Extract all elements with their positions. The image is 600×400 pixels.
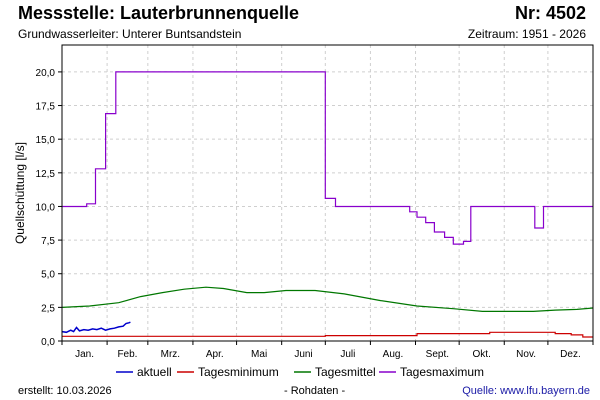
y-tick-label: 12,5	[36, 169, 56, 180]
x-tick-label: Feb.	[117, 349, 137, 360]
source-link[interactable]: Quelle: www.lfu.bayern.de	[462, 385, 590, 397]
x-tick-label: Nov.	[516, 349, 536, 360]
y-tick-label: 7,5	[41, 236, 55, 247]
series-line-max	[62, 71, 593, 245]
y-tick-label: 15,0	[36, 135, 56, 146]
legend-label-max: Tagesmaximum	[400, 365, 484, 379]
y-tick-label: 5,0	[41, 270, 55, 281]
station-number: Nr: 4502	[514, 3, 586, 23]
legend-label-min: Tagesminimum	[198, 365, 279, 379]
legend-label-aktuell: aktuell	[137, 365, 172, 379]
series-line-min	[62, 331, 593, 338]
legend: aktuell Tagesminimum Tagesmittel Tagesma…	[116, 365, 484, 379]
x-tick-label: Juni	[294, 349, 312, 360]
aquifer-label: Grundwasserleiter: Unterer Buntsandstein	[18, 27, 242, 41]
y-tick-label: 2,5	[41, 303, 55, 314]
x-tick-label: Dez.	[560, 349, 581, 360]
x-tick-label: Aug.	[383, 349, 404, 360]
x-tick-label: Okt.	[473, 349, 491, 360]
page-title: Messstelle: Lauterbrunnenquelle	[18, 3, 300, 23]
legend-label-mittel: Tagesmittel	[315, 365, 376, 379]
x-tick-label: Sept.	[426, 349, 449, 360]
series-lines	[61, 71, 594, 338]
series-line-aktuell	[61, 321, 131, 334]
y-tick-label: 17,5	[36, 102, 56, 113]
raw-data-note: - Rohdaten -	[284, 385, 346, 397]
x-tick-label: Jan.	[75, 349, 94, 360]
y-tick-label: 20,0	[36, 68, 56, 79]
axis-ticks: Jan. Feb. Mrz. Apr. Mai Juni Juli Aug. Sept. Okt.…	[36, 68, 594, 360]
series-line-mittel	[61, 286, 594, 312]
period-label: Zeitraum: 1951 - 2026	[467, 27, 586, 41]
x-tick-label: Apr.	[206, 349, 224, 360]
x-tick-label: Juli	[340, 349, 355, 360]
y-axis-label: Quellschüttung [l/s]	[13, 142, 27, 244]
y-tick-label: 0,0	[41, 337, 55, 348]
y-tick-label: 10,0	[36, 202, 56, 213]
created-date: erstellt: 10.03.2026	[18, 385, 112, 397]
x-tick-label: Mrz.	[161, 349, 180, 360]
plot-frame	[61, 44, 594, 342]
x-tick-label: Mai	[251, 349, 267, 360]
